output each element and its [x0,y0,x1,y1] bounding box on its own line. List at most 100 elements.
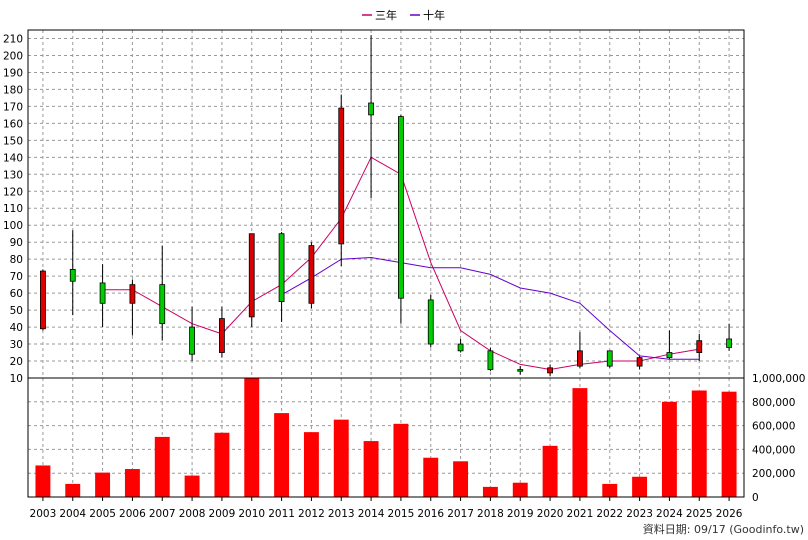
volume-bar [453,461,469,497]
legend-label: 三年 [375,8,397,22]
year-label: 2018 [477,508,504,520]
year-x-axis: 2003 2004 2005 2006 2007 2008 2009 2010 2011 2012… [30,497,743,520]
year-label: 2006 [119,508,146,520]
price-tick-label: 110 [3,203,23,215]
volume-bar [482,486,498,497]
volume-bar [572,388,588,497]
year-label: 2013 [328,508,355,520]
price-tick-label: 60 [10,288,23,300]
volume-bar [602,483,618,497]
year-label: 2009 [209,508,236,520]
year-label: 2004 [59,508,86,520]
chart-legend: 三年 十年 [362,8,445,22]
year-label: 2003 [30,508,57,520]
price-tick-label: 90 [10,237,23,249]
candle-body [99,282,106,304]
year-label: 2010 [238,508,265,520]
year-label: 2012 [298,508,325,520]
candle-body [278,233,285,303]
price-tick-label: 10 [10,373,23,385]
candle-body [696,340,703,353]
candle-body [189,326,195,355]
price-tick-label: 120 [3,186,23,198]
volume-tick-label: 800,000 [752,397,795,409]
price-candles [40,35,732,377]
candle-body [666,352,673,359]
volume-bar [214,432,230,497]
volume-tick-label: 600,000 [752,421,795,433]
volume-bar [65,483,81,497]
price-tick-label: 200 [3,50,23,62]
price-tick-label: 210 [3,33,23,45]
year-label: 2026 [716,508,743,520]
volume-bar [363,441,379,497]
volume-bar [124,469,140,497]
volume-bar [184,475,200,497]
price-tick-label: 180 [3,84,23,96]
candle-body [40,270,46,330]
candle-body [368,102,374,116]
price-tick-label: 30 [10,339,23,351]
volume-tick-label: 200,000 [752,468,795,480]
candle-body [726,338,732,348]
candle-body [308,245,315,304]
year-label: 2016 [417,508,444,520]
price-tick-label: 140 [3,152,23,164]
volume-frame [27,377,745,498]
year-label: 2021 [567,508,594,520]
candle-body [517,369,524,372]
price-frame [27,29,745,379]
volume-tick-label: 0 [752,492,759,504]
legend-label: 十年 [423,8,445,22]
source-label: 資料日期: 09/17 (Goodinfo.tw) [643,522,804,536]
year-label: 2007 [149,508,176,520]
volume-bar [35,465,51,497]
candle-body [636,357,643,367]
volume-tick-label: 1,000,000 [752,373,805,385]
year-label: 2008 [179,508,206,520]
price-tick-label: 190 [3,67,23,79]
volume-bar [691,390,707,497]
candle-body [606,350,613,367]
price-tick-label: 80 [10,254,23,266]
volume-bar [542,445,558,497]
year-label: 2014 [358,508,385,520]
chart-frames [27,29,745,498]
year-label: 2024 [656,508,683,520]
year-label: 2023 [626,508,653,520]
candle-body [248,233,255,318]
candle-body [547,367,553,374]
price-tick-label: 170 [3,101,23,113]
candle-body [457,343,464,352]
volume-bar [303,432,319,497]
year-label: 2022 [596,508,623,520]
volume-bars [35,378,737,497]
candle-body [159,284,166,325]
candle-body [577,350,583,367]
candle-body [219,318,225,353]
price-tick-label: 160 [3,118,23,130]
volume-bar [721,391,737,497]
price-y-axis: 10 20 30 40 50 60 70 80 90 100 110 120 130 140 150 160 1… [3,33,23,385]
volume-bar [274,413,290,497]
year-label: 2020 [537,508,564,520]
volume-bar [393,423,409,497]
price-tick-label: 130 [3,169,23,181]
price-tick-label: 40 [10,322,23,334]
volume-bar [661,401,677,497]
candle-body [69,268,76,282]
price-tick-label: 20 [10,356,23,368]
candle-body [487,350,494,370]
candle-body [398,116,404,299]
volume-bar [95,472,111,497]
price-chart-grid [28,30,744,379]
price-tick-label: 50 [10,305,23,317]
volume-bar [423,457,439,497]
price-tick-label: 100 [3,220,23,232]
price-tick-label: 70 [10,271,23,283]
volume-tick-label: 400,000 [752,444,795,456]
year-label: 2025 [686,508,713,520]
volume-bar [244,378,260,497]
volume-bar [632,476,648,497]
